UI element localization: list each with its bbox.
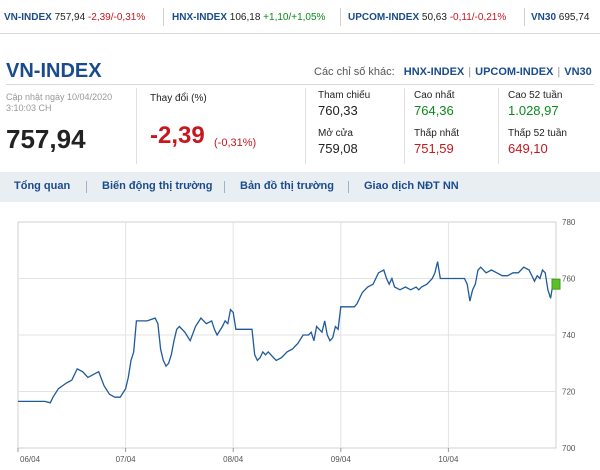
ticker-name: VN30 <box>531 12 557 23</box>
page-title: VN-INDEX <box>6 60 102 82</box>
change-label: Thay đổi (%) <box>150 93 207 104</box>
open-value: 759,08 <box>318 141 358 156</box>
ticker-separator <box>163 8 164 26</box>
y-tick-label: 720 <box>562 388 576 397</box>
index-series-line <box>18 261 557 404</box>
tab-separator <box>86 181 87 193</box>
ticker-separator <box>524 8 525 26</box>
updated-timestamp: Cập nhật ngày 10/04/2020 3:10:03 CH <box>6 92 113 113</box>
tab-overview[interactable]: Tổng quan <box>14 180 71 192</box>
ticker-value: 106,18 <box>229 12 261 23</box>
summary-divider <box>305 88 306 164</box>
change-value: -2,39 <box>150 122 205 149</box>
low52-value: 649,10 <box>508 141 548 156</box>
other-indices-label: Các chỉ số khác: <box>314 66 395 78</box>
tab-market-map[interactable]: Bản đồ thị trường <box>240 180 334 192</box>
high52-label: Cao 52 tuần <box>508 90 563 101</box>
other-index-link-upcom[interactable]: UPCOM-INDEX <box>475 66 554 78</box>
header-divider <box>6 84 594 85</box>
y-tick-label: 700 <box>562 444 576 453</box>
current-value-marker <box>551 278 561 290</box>
reference-label: Tham chiếu <box>318 90 371 101</box>
ticker-name: VN-INDEX <box>4 12 52 23</box>
ticker-separator <box>340 8 341 26</box>
ticker-change: +1,10/+1,05% <box>263 12 326 23</box>
x-tick-label: 07/04 <box>116 455 137 464</box>
x-tick-label: 08/04 <box>223 455 244 464</box>
summary-divider <box>136 88 137 164</box>
open-label: Mở cửa <box>318 128 353 139</box>
ticker-bar: VN-INDEX 757,94 -2,39/-0,31% HNX-INDEX 1… <box>0 0 600 34</box>
y-tick-label: 740 <box>562 331 576 340</box>
y-tick-label: 760 <box>562 275 576 284</box>
other-indices-nav: Các chỉ số khác: HNX-INDEX | UPCOM-INDEX | V… <box>314 66 592 78</box>
ticker-item-upcomindex[interactable]: UPCOM-INDEX 50,63 -0,11/-0,21% <box>348 12 506 23</box>
ticker-name: UPCOM-INDEX <box>348 12 420 23</box>
other-index-link-hnx[interactable]: HNX-INDEX <box>403 66 465 78</box>
low-label: Thấp nhất <box>414 128 460 139</box>
y-tick-label: 780 <box>562 218 576 227</box>
link-separator: | <box>468 66 472 78</box>
high52-value: 1.028,97 <box>508 103 559 118</box>
tab-separator <box>224 181 225 193</box>
other-index-link-vn30[interactable]: VN30 <box>564 66 592 78</box>
x-tick-label: 10/04 <box>438 455 459 464</box>
high-label: Cao nhất <box>414 90 455 101</box>
ticker-value: 695,74 <box>558 12 590 23</box>
x-tick-label: 06/04 <box>20 455 41 464</box>
section-tabs: Tổng quan Biến động thị trường Bản đồ th… <box>0 172 600 202</box>
reference-value: 760,33 <box>318 103 358 118</box>
tab-foreign-trading[interactable]: Giao dịch NĐT NN <box>364 180 459 192</box>
low-value: 751,59 <box>414 141 454 156</box>
ticker-item-vn30[interactable]: VN30 695,74 <box>531 12 589 23</box>
low52-label: Thấp 52 tuần <box>508 128 567 139</box>
ticker-item-hnxindex[interactable]: HNX-INDEX 106,18 +1,10/+1,05% <box>172 12 325 23</box>
index-chart: 06/04 07/04 08/04 09/04 10/04 700 720 740 760 780 <box>0 210 600 470</box>
ticker-name: HNX-INDEX <box>172 12 228 23</box>
link-separator: | <box>557 66 561 78</box>
summary-divider <box>404 88 405 164</box>
change-percent: (-0,31%) <box>214 137 257 149</box>
tab-separator <box>348 181 349 193</box>
ticker-change: -0,11/-0,21% <box>449 12 507 23</box>
tab-market-movement[interactable]: Biến động thị trường <box>102 180 213 192</box>
summary-divider <box>498 88 499 164</box>
ticker-item-vnindex[interactable]: VN-INDEX 757,94 -2,39/-0,31% <box>4 12 145 23</box>
ticker-change: -2,39/-0,31% <box>87 12 146 23</box>
line-chart-svg: 06/04 07/04 08/04 09/04 10/04 700 720 740 760 780 <box>17 218 576 464</box>
x-tick-label: 09/04 <box>331 455 352 464</box>
ticker-value: 50,63 <box>421 12 447 23</box>
current-price: 757,94 <box>6 124 86 154</box>
high-value: 764,36 <box>414 103 454 118</box>
ticker-value: 757,94 <box>54 12 86 23</box>
